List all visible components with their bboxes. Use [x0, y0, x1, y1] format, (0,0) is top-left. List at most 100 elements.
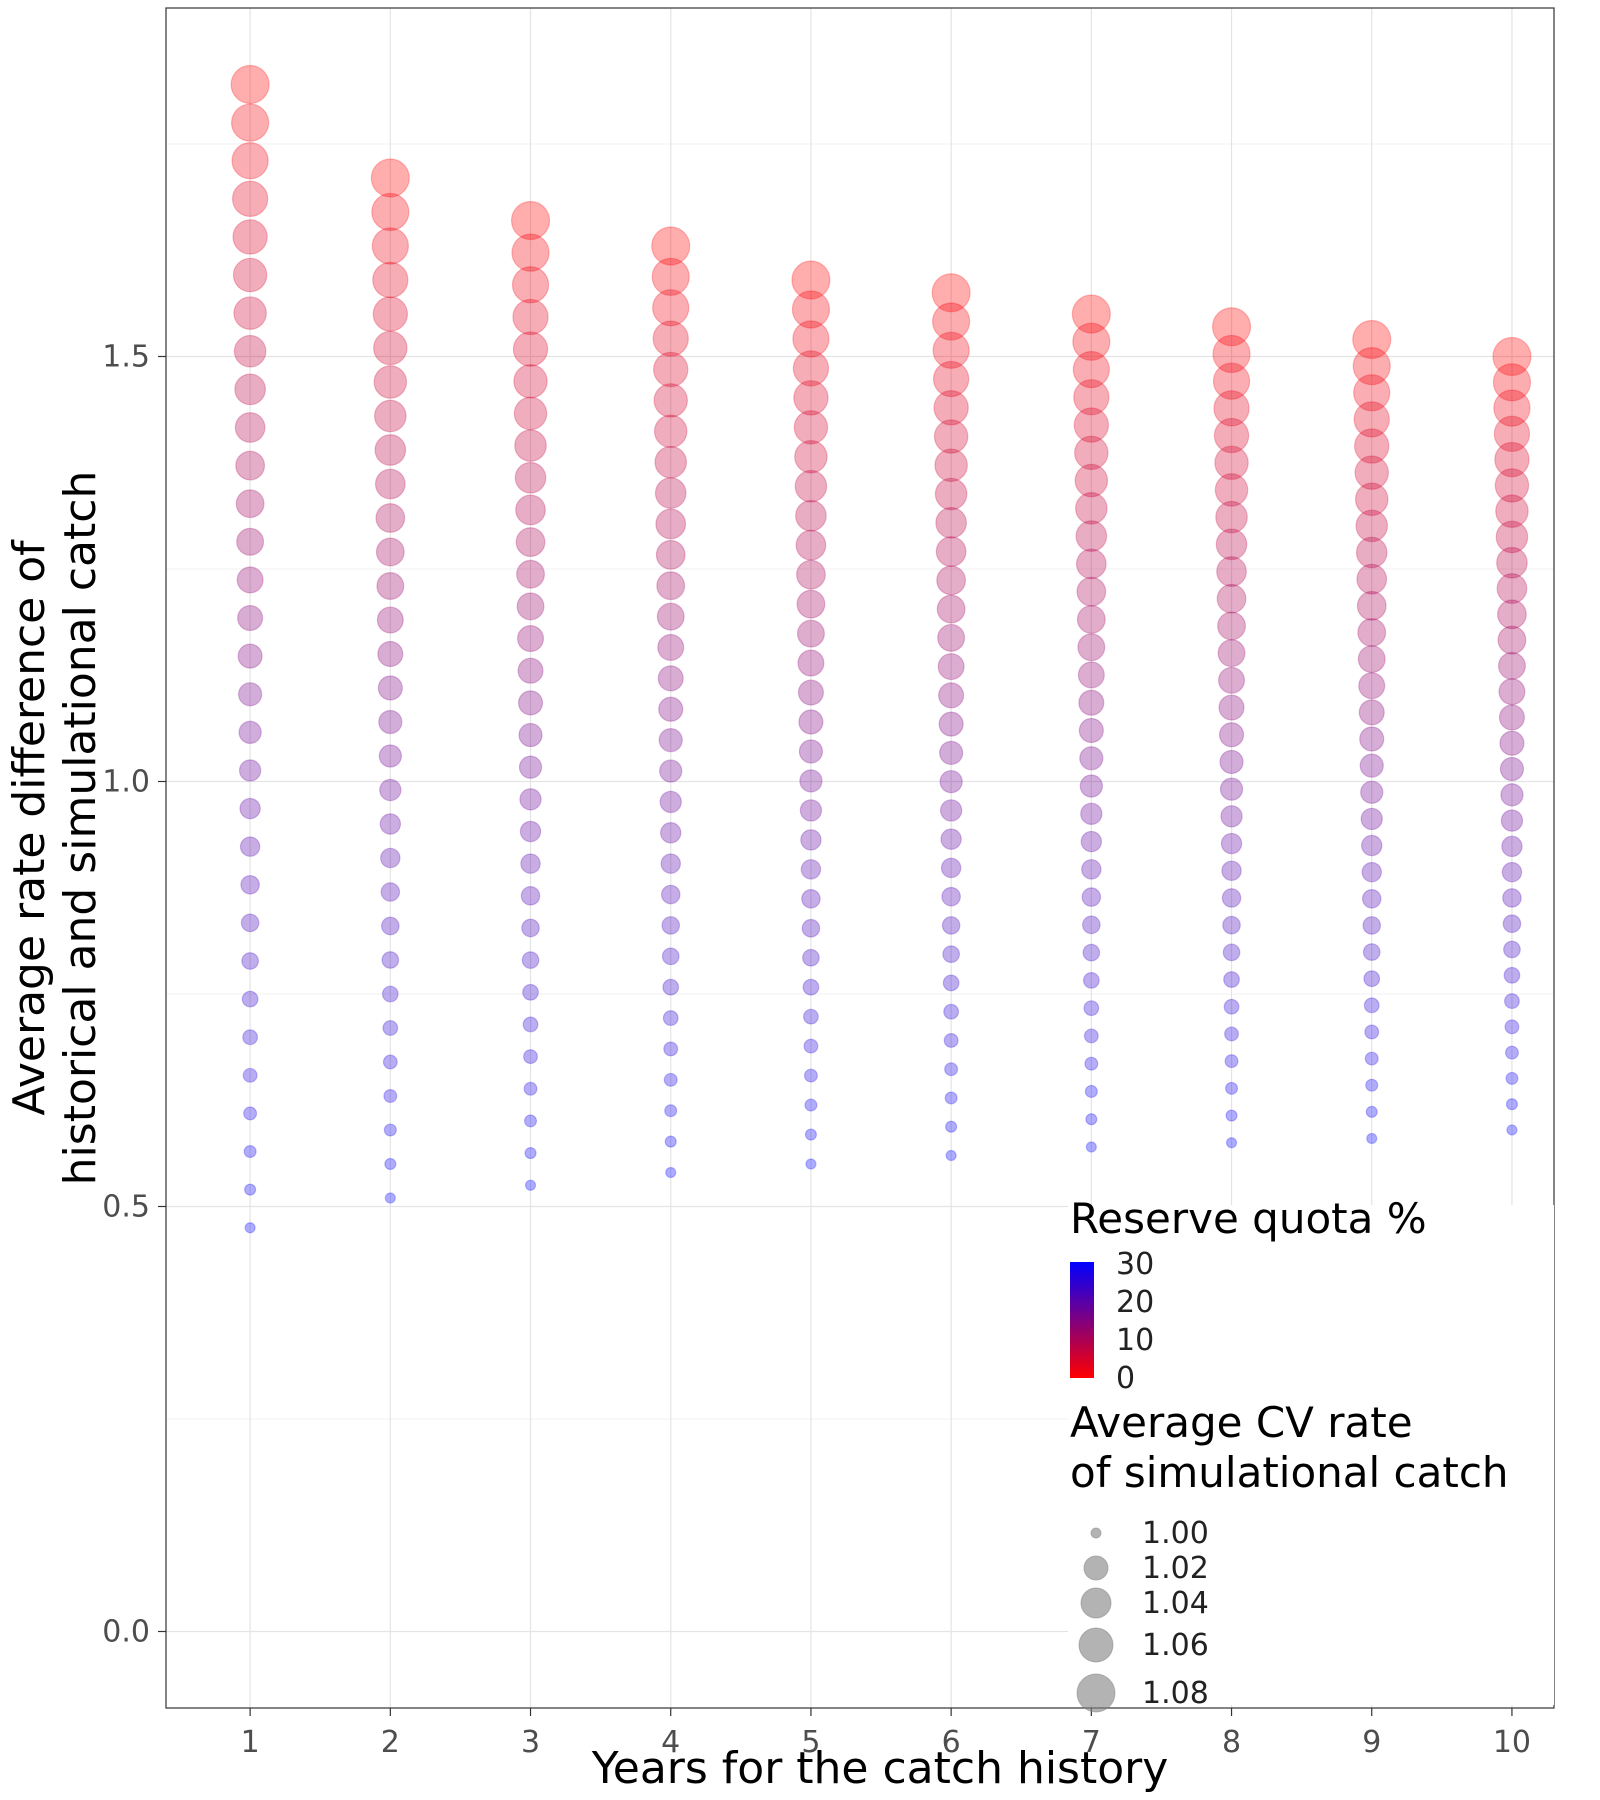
data-point [243, 1106, 258, 1121]
data-point [233, 334, 267, 368]
data-point [1080, 830, 1103, 853]
data-point [1073, 407, 1110, 443]
data-point [796, 589, 826, 619]
x-tick-label: 3 [521, 1725, 540, 1760]
data-point [376, 606, 404, 634]
data-point [1502, 914, 1522, 934]
data-point [234, 373, 266, 406]
data-point [380, 916, 400, 936]
data-point [1499, 756, 1525, 782]
data-point [1216, 583, 1247, 614]
data-point [1504, 1045, 1519, 1060]
data-point [234, 412, 266, 443]
data-point [657, 665, 684, 692]
data-point [1212, 362, 1251, 400]
data-point [1218, 722, 1245, 748]
data-point [512, 298, 549, 336]
size-legend-title-line-1: Average CV rate [1070, 1398, 1413, 1447]
data-point [792, 350, 830, 387]
data-point [379, 813, 402, 835]
data-point [1082, 972, 1100, 989]
data-point [512, 331, 549, 367]
data-point [937, 623, 966, 652]
data-point [522, 983, 539, 1001]
data-point [520, 853, 541, 874]
data-point [1218, 694, 1245, 721]
data-point [798, 709, 824, 735]
size-legend-label-1-00: 1.00 [1142, 1516, 1209, 1551]
data-point [1356, 590, 1387, 621]
data-point [371, 227, 409, 265]
x-tick-label: 2 [381, 1725, 400, 1760]
data-point [1496, 546, 1528, 579]
data-point [1498, 704, 1526, 731]
data-point [1492, 363, 1532, 402]
data-point [1218, 666, 1246, 694]
data-point [231, 180, 269, 218]
y-axis-ticks: 0.0 0.5 1.0 1.5 [102, 340, 166, 1650]
data-point [237, 682, 263, 707]
data-point [936, 594, 966, 624]
data-point [801, 888, 821, 909]
data-point [1215, 528, 1248, 561]
data-point [1352, 347, 1391, 386]
data-point [241, 990, 259, 1008]
data-point [1217, 639, 1246, 668]
data-point [1085, 1141, 1097, 1153]
data-point [659, 759, 683, 783]
size-legend-title-line-2: of simulational catch [1070, 1448, 1509, 1497]
data-point [1076, 604, 1106, 634]
data-point [1506, 1124, 1518, 1136]
data-point [655, 539, 686, 570]
data-point [231, 142, 269, 180]
data-point [659, 822, 682, 844]
data-point [513, 364, 548, 399]
data-point [1354, 455, 1390, 490]
data-point [523, 1114, 538, 1128]
data-point [1224, 1026, 1240, 1042]
data-point [658, 696, 684, 722]
data-point [1211, 307, 1252, 347]
data-point [1212, 334, 1251, 374]
y-axis-title-line-1: Average rate difference of [4, 539, 55, 1116]
data-point [657, 633, 685, 662]
data-point [1220, 805, 1243, 828]
color-bar [1070, 1262, 1094, 1378]
data-point [941, 916, 961, 935]
data-point [664, 1104, 678, 1118]
data-point [1217, 611, 1247, 641]
data-point [1213, 390, 1250, 427]
data-point [1500, 783, 1524, 807]
data-point [1352, 319, 1392, 360]
data-points [230, 64, 1532, 1234]
data-point [662, 1010, 679, 1027]
data-point [935, 536, 967, 567]
data-point [1356, 563, 1388, 595]
data-point [1357, 645, 1386, 674]
y-tick-label: 1.0 [102, 765, 150, 800]
data-point [239, 836, 261, 857]
data-point [797, 679, 824, 706]
data-point [1074, 463, 1109, 498]
data-point [1505, 1071, 1519, 1085]
data-point [232, 219, 268, 255]
data-point [654, 477, 687, 509]
data-point [798, 739, 824, 764]
data-point [803, 1038, 819, 1054]
data-point [931, 273, 971, 313]
data-point [1221, 888, 1242, 908]
data-point [1502, 888, 1522, 908]
data-point [1355, 509, 1389, 543]
data-point [1363, 997, 1380, 1014]
data-point [1213, 417, 1250, 454]
size-legend-label-1-04: 1.04 [1142, 1586, 1209, 1621]
data-point [1222, 915, 1241, 935]
data-point [943, 1032, 959, 1048]
data-point [802, 948, 820, 967]
x-tick-label: 9 [1362, 1725, 1381, 1760]
data-point [1357, 618, 1387, 647]
data-point [654, 445, 688, 479]
data-point [1075, 520, 1108, 553]
data-point [934, 477, 968, 511]
legend: Reserve quota % 30 20 10 0 Average CV ra… [1068, 1194, 1554, 1713]
